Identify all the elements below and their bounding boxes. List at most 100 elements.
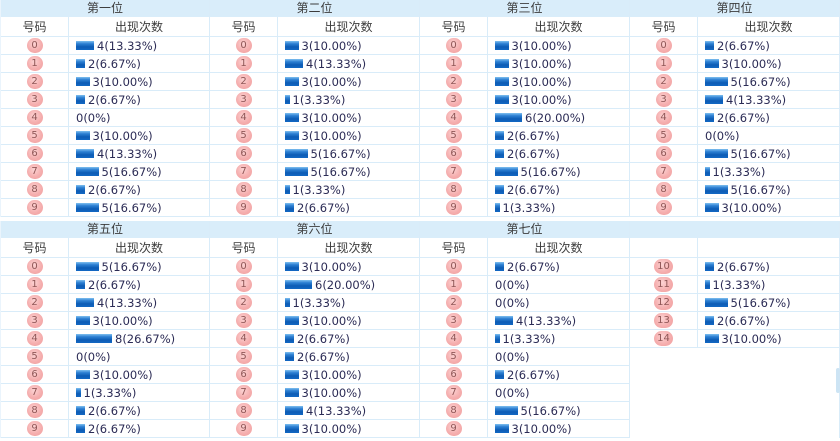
count-label: 3(10.00%) (511, 38, 572, 53)
table-row: 5 3(10.00%) (210, 127, 419, 145)
number-cell: 1 (1, 55, 69, 72)
number-ball: 10 (654, 259, 673, 274)
number-cell: 0 (210, 258, 278, 275)
number-cell: 0 (630, 37, 698, 54)
frequency-bar-icon (495, 316, 513, 325)
section-rows: 0 5(16.67%) 1 2(6.67%) 2 4(13.33%) 3 3( (1, 258, 209, 438)
count-label: 5(16.67%) (101, 164, 162, 179)
number-ball: 14 (654, 331, 673, 346)
count-cell: 3(10.00%) (488, 420, 629, 437)
count-label: 3(10.00%) (92, 313, 153, 328)
table-row: 0 2(6.67%) (420, 258, 629, 276)
count-cell: 2(6.67%) (69, 420, 209, 437)
count-label: 8(26.67%) (115, 331, 176, 346)
count-cell: 3(10.00%) (698, 330, 839, 347)
frequency-bar-icon (285, 149, 308, 158)
number-cell: 0 (420, 37, 488, 54)
count-cell: 6(20.00%) (278, 276, 419, 293)
table-row: 4 2(6.67%) (210, 330, 419, 348)
frequency-bar-icon (285, 370, 299, 379)
count-cell: 5(16.67%) (698, 145, 839, 162)
section-title: 第六位 (210, 221, 419, 238)
number-ball: 7 (26, 385, 43, 400)
count-label: 3(10.00%) (511, 92, 572, 107)
count-column-header: 出现次数 (534, 20, 583, 34)
count-label: 3(10.00%) (92, 367, 153, 382)
count-label: 5(16.67%) (310, 146, 371, 161)
section-title: 第四位 (630, 0, 839, 17)
count-label: 3(10.00%) (301, 128, 362, 143)
number-cell: 7 (210, 163, 278, 180)
count-cell: 3(10.00%) (278, 312, 419, 329)
number-column-header: 号码 (1, 238, 69, 257)
table-row: 2 5(16.67%) (630, 73, 839, 91)
position-section: 第一位 号码 出现次数 0 4(13.33%) 1 2(6.67%) 2 3(1… (0, 0, 210, 217)
count-label: 2(6.67%) (507, 259, 560, 274)
number-ball: 9 (445, 200, 462, 215)
frequency-bar-icon (495, 41, 509, 50)
number-cell: 3 (420, 312, 488, 329)
table-row: 6 3(10.00%) (210, 366, 419, 384)
count-cell: 3(10.00%) (278, 366, 419, 383)
number-ball: 8 (26, 403, 43, 418)
count-cell: 2(6.67%) (69, 402, 209, 419)
number-ball: 5 (26, 349, 43, 364)
count-cell: 5(16.67%) (69, 163, 209, 180)
count-label: 0(0%) (495, 349, 530, 364)
table-row: 7 5(16.67%) (210, 163, 419, 181)
count-label: 2(6.67%) (88, 92, 141, 107)
frequency-bar-icon (285, 388, 299, 397)
table-row: 0 5(16.67%) (1, 258, 209, 276)
number-cell: 4 (1, 109, 69, 126)
table-row: 0 3(10.00%) (210, 258, 419, 276)
number-column-header (630, 238, 698, 257)
position-section: 第六位 号码 出现次数 0 3(10.00%) 1 6(20.00%) 2 1(… (210, 221, 420, 438)
number-cell: 4 (630, 109, 698, 126)
number-cell: 3 (210, 91, 278, 108)
section-title: 第一位 (1, 0, 209, 17)
table-row: 9 2(6.67%) (210, 199, 419, 217)
frequency-bar-icon (76, 95, 85, 104)
count-cell: 3(10.00%) (69, 73, 209, 90)
count-label: 3(10.00%) (301, 421, 362, 436)
count-cell: 4(13.33%) (698, 91, 839, 108)
frequency-bar-icon (285, 95, 290, 104)
number-cell: 7 (420, 384, 488, 401)
number-cell: 2 (210, 294, 278, 311)
table-row: 0 3(10.00%) (420, 37, 629, 55)
frequency-bar-icon (285, 113, 299, 122)
count-cell: 0(0%) (698, 127, 839, 144)
section-rows: 0 4(13.33%) 1 2(6.67%) 2 3(10.00%) 3 2( (1, 37, 209, 217)
number-ball: 4 (26, 110, 43, 125)
count-label: 1(3.33%) (83, 385, 137, 400)
frequency-bar-icon (285, 334, 294, 343)
frequency-bar-icon (705, 316, 714, 325)
number-cell: 4 (420, 330, 488, 347)
frequency-bar-icon (76, 41, 94, 50)
scrollbar-thumb[interactable] (836, 368, 840, 393)
table-row: 9 3(10.00%) (210, 420, 419, 438)
count-label: 3(10.00%) (301, 74, 362, 89)
frequency-bar-icon (285, 280, 312, 289)
table-row: 2 0(0%) (420, 294, 629, 312)
frequency-bar-icon (495, 95, 509, 104)
count-cell: 3(10.00%) (278, 384, 419, 401)
count-cell: 3(10.00%) (698, 199, 839, 216)
number-ball: 6 (655, 146, 672, 161)
number-ball: 8 (235, 182, 252, 197)
count-label: 1(3.33%) (502, 331, 556, 346)
number-ball: 9 (26, 200, 43, 215)
number-ball: 12 (654, 295, 673, 310)
position-section: 第七位 号码 出现次数 0 2(6.67%) 1 0(0%) 2 0(0%) (420, 221, 630, 438)
table-row: 4 0(0%) (1, 109, 209, 127)
count-cell: 2(6.67%) (278, 330, 419, 347)
count-label: 2(6.67%) (507, 182, 560, 197)
number-ball: 3 (26, 92, 43, 107)
table-row: 8 5(16.67%) (630, 181, 839, 199)
number-ball: 4 (655, 110, 672, 125)
count-cell: 2(6.67%) (698, 109, 839, 126)
number-ball: 0 (445, 38, 462, 53)
number-cell: 5 (210, 127, 278, 144)
count-cell: 4(13.33%) (69, 145, 209, 162)
table-row: 1 0(0%) (420, 276, 629, 294)
